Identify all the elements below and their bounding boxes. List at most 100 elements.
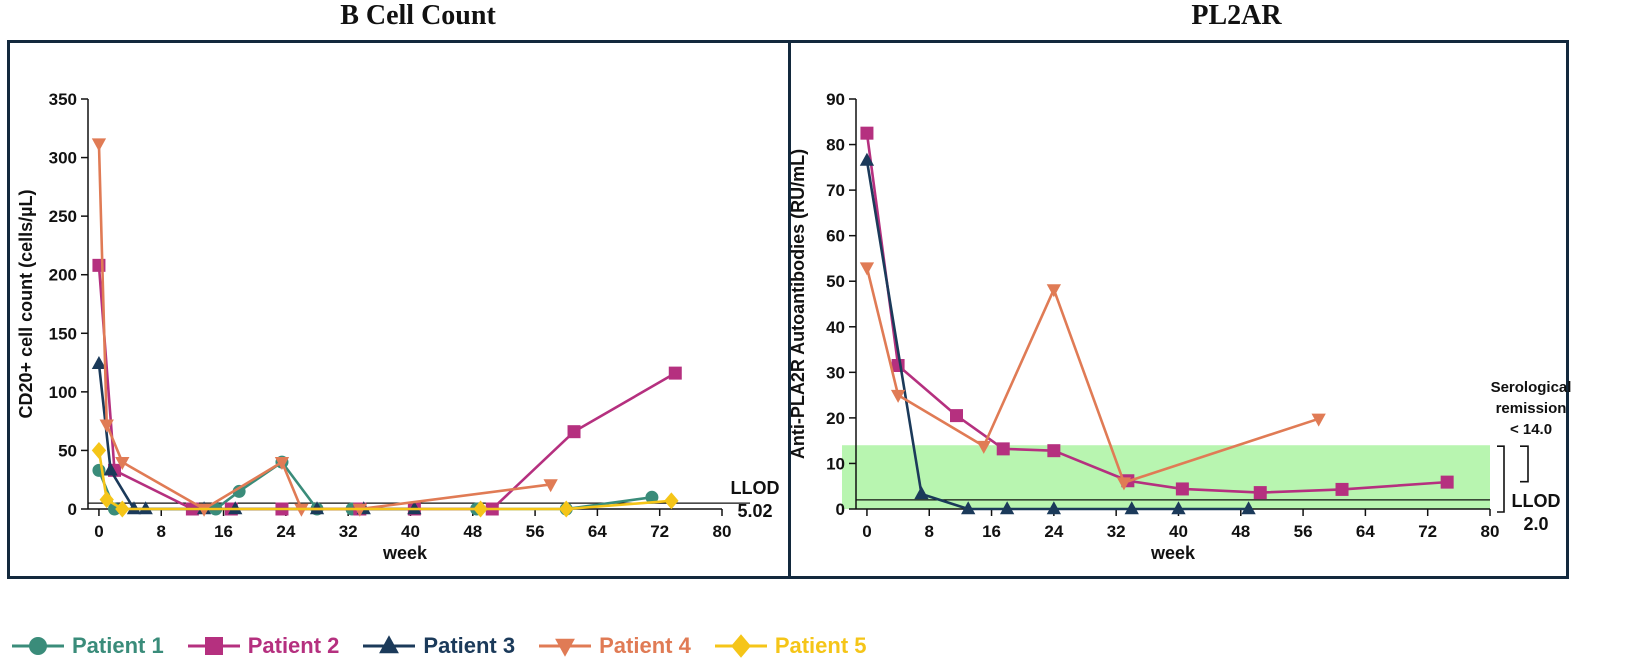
x-tick-label: 72: [650, 522, 669, 541]
data-point-patient-3: [1124, 501, 1139, 515]
data-point-patient-3: [91, 355, 107, 369]
series-patient-2: [860, 126, 1454, 500]
remission-annotation-line: < 14.0: [1510, 421, 1552, 438]
x-tick-label: 48: [463, 522, 482, 541]
y-tick-label: 150: [49, 324, 77, 343]
y-tick-label: 0: [836, 500, 845, 519]
llod-label: LLOD: [731, 478, 780, 498]
data-point-patient-3: [1171, 501, 1186, 515]
data-point-patient-4: [115, 456, 130, 470]
data-point-patient-3: [1241, 501, 1256, 515]
data-point-patient-3: [859, 152, 875, 166]
legend-item-patient-2: Patient 2: [186, 631, 340, 661]
legend-item-patient-5: Patient 5: [713, 631, 867, 661]
y-tick-label: 300: [49, 149, 77, 168]
series-patient-2: [92, 258, 682, 516]
x-tick-label: 64: [1356, 522, 1375, 541]
data-point-patient-2: [1047, 444, 1061, 458]
legend-symbol: [29, 637, 47, 655]
x-tick-label: 16: [982, 522, 1001, 541]
x-tick-label: 32: [1107, 522, 1126, 541]
llod-bracket: [1497, 445, 1505, 513]
llod-label: LLOD: [1512, 491, 1561, 511]
y-tick-label: 350: [49, 90, 77, 109]
y-tick-label: 0: [68, 500, 77, 519]
right-panel-frame: [788, 40, 1569, 579]
x-axis-label: week: [1150, 543, 1196, 563]
data-point-patient-2: [860, 126, 874, 140]
x-tick-label: 80: [1481, 522, 1500, 541]
data-point-patient-2: [891, 359, 905, 372]
x-tick-label: 56: [526, 522, 545, 541]
data-point-patient-2: [1175, 482, 1189, 496]
data-point-patient-2: [1335, 482, 1349, 496]
data-point-patient-4: [1116, 477, 1132, 491]
x-tick-label: 40: [1169, 522, 1188, 541]
series-patient-5: [91, 441, 679, 518]
data-point-patient-2: [668, 366, 682, 380]
y-tick-label: 200: [49, 266, 77, 285]
x-tick-label: 16: [214, 522, 233, 541]
x-tick-label: 0: [94, 522, 103, 541]
data-point-patient-3: [961, 501, 976, 515]
legend-label: Patient 1: [72, 633, 164, 658]
series-line-patient-2: [865, 132, 1448, 494]
remission-annotation-line: Serological: [1491, 379, 1572, 396]
y-axis-label: CD20+ cell count (cells/µL): [16, 190, 36, 419]
data-point-patient-5: [99, 491, 114, 509]
series-line-patient-4: [97, 143, 551, 511]
y-tick-label: 50: [58, 441, 77, 460]
legend-item-patient-3: Patient 3: [361, 631, 515, 661]
data-point-patient-3: [999, 501, 1015, 515]
data-point-patient-3: [1046, 501, 1062, 515]
series-patient-4: [91, 138, 558, 517]
series-line-patient-5: [97, 450, 672, 511]
y-tick-label: 40: [826, 318, 845, 337]
y-tick-label: 50: [826, 272, 845, 291]
legend-item-patient-1: Patient 1: [10, 631, 164, 661]
y-tick-label: 20: [826, 409, 845, 428]
data-point-patient-4: [543, 479, 558, 493]
data-point-patient-5: [664, 492, 679, 510]
legend-marker-patient-1: [12, 637, 64, 655]
legend-label: Patient 3: [423, 633, 516, 658]
series-line-patient-3: [865, 160, 1249, 511]
x-tick-label: 8: [925, 522, 934, 541]
legend-label: Patient 2: [247, 633, 340, 658]
x-tick-label: 64: [588, 522, 607, 541]
b-cell-count-chart: 0 50 100 150 200 250 300 350 0 8 16 24 32 40 48 56 64 72 8…: [16, 90, 780, 563]
x-axis-label: week: [382, 543, 428, 563]
y-tick-label: 60: [826, 227, 845, 246]
data-point-patient-5: [115, 500, 130, 518]
serological-remission-region: [842, 445, 1490, 509]
legend-marker-patient-2: [187, 637, 240, 655]
data-point-patient-2: [1440, 475, 1454, 489]
legend-symbol: [555, 638, 576, 657]
data-point-patient-2: [1253, 486, 1267, 500]
y-tick-label: 30: [826, 363, 845, 382]
series-patient-4: [859, 262, 1326, 491]
llod-value: 5.02: [737, 501, 772, 521]
x-tick-label: 56: [1294, 522, 1313, 541]
legend-marker-patient-3: [363, 635, 416, 654]
data-point-patient-4: [1311, 413, 1326, 427]
y-tick-label: 90: [826, 90, 845, 109]
left-panel-title: B Cell Count: [340, 0, 496, 31]
legend-label: Patient 5: [774, 633, 867, 658]
data-point-patient-1: [232, 484, 246, 498]
data-point-patient-1: [645, 490, 659, 504]
data-point-patient-4: [890, 389, 906, 403]
y-axis-label: Anti-PLA2R Autoantibodies (RU/mL): [788, 149, 808, 459]
remission-bracket: [1520, 445, 1529, 483]
llod-value: 2.0: [1523, 514, 1548, 534]
data-point-patient-5: [91, 441, 107, 459]
x-tick-label: 72: [1418, 522, 1437, 541]
y-tick-label: 80: [826, 136, 845, 155]
series-line-patient-2: [97, 265, 676, 511]
y-tick-label: 10: [826, 454, 845, 473]
data-point-patient-4: [1046, 284, 1062, 298]
y-tick-label: 250: [49, 207, 77, 226]
y-tick-label: 70: [826, 181, 845, 200]
x-tick-label: 80: [713, 522, 732, 541]
data-point-patient-4: [99, 419, 114, 433]
